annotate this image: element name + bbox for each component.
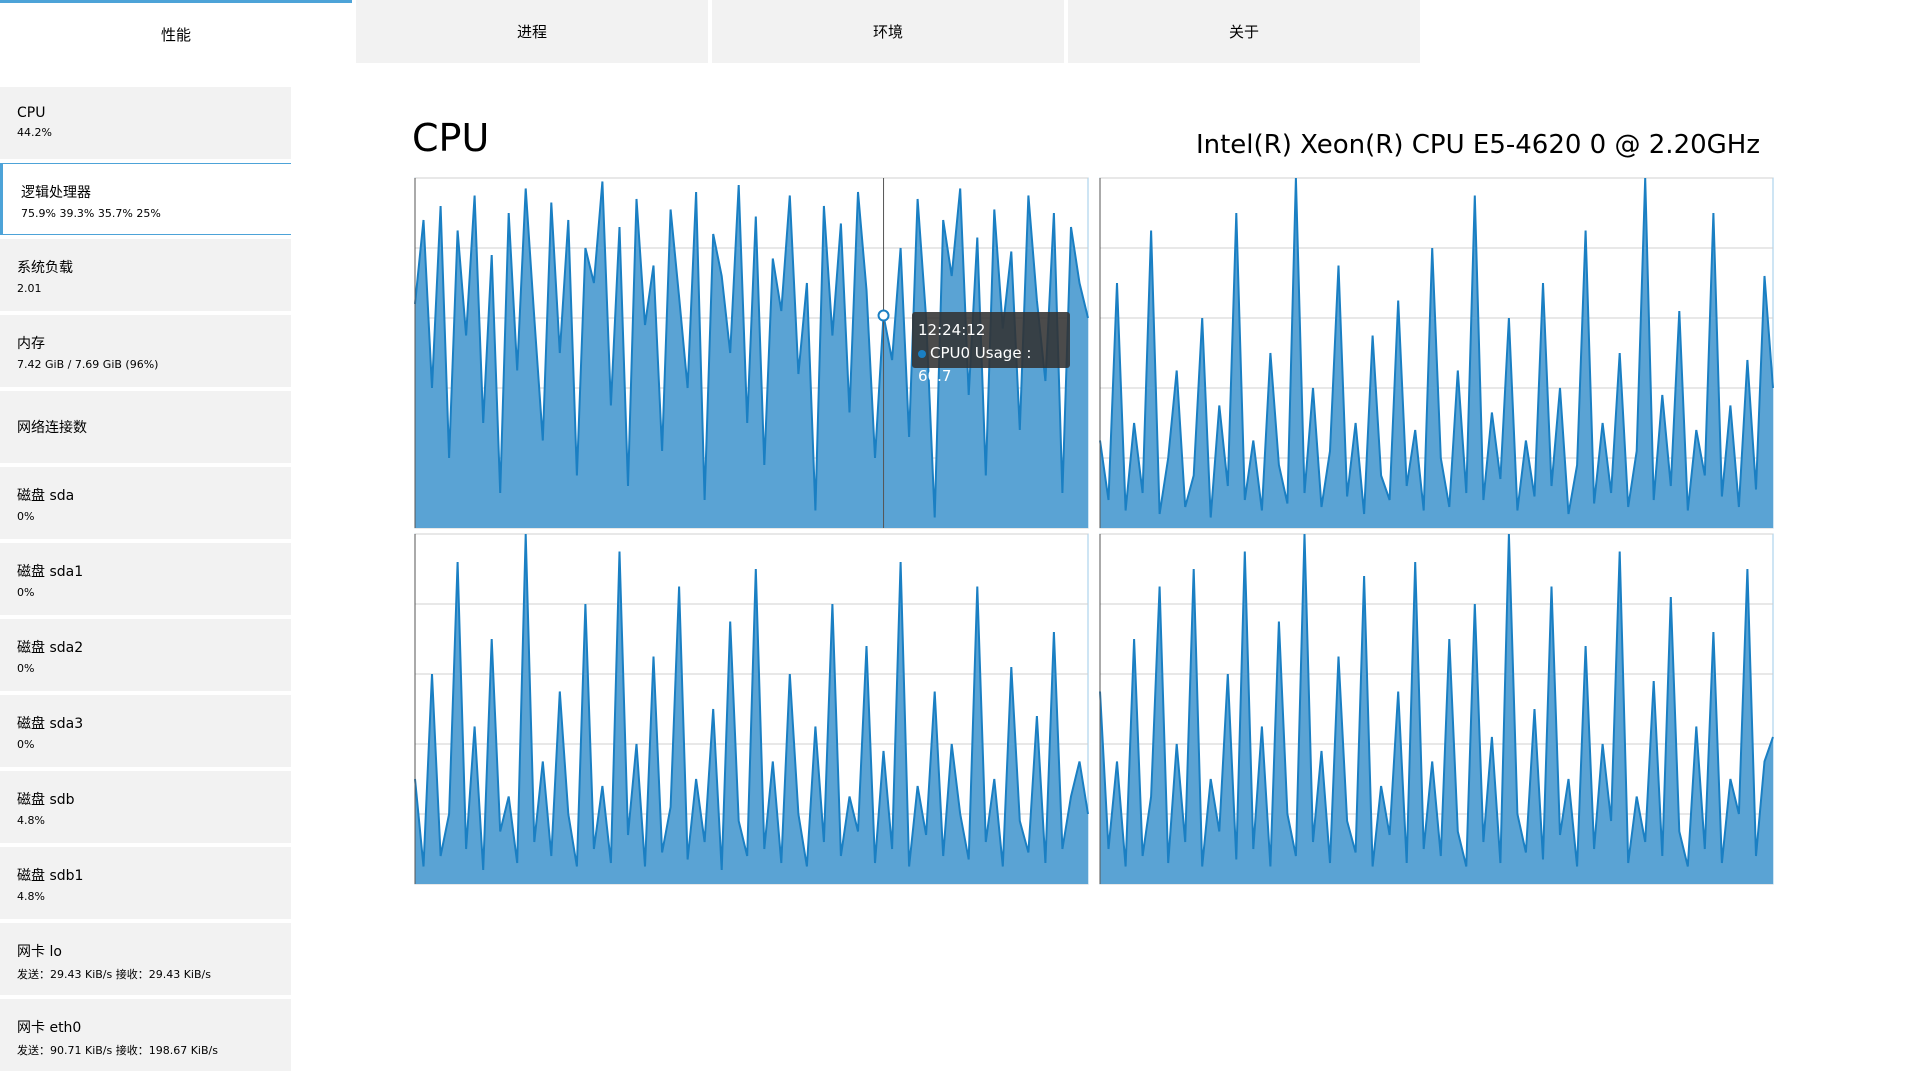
sidebar-item[interactable]: 网卡 lo 发送：29.43 KiB/s 接收：29.43 KiB/s (0, 923, 291, 995)
item-name: 磁盘 sda2 (17, 640, 84, 656)
item-detail: 0% (17, 662, 35, 675)
tooltip-dot (918, 350, 926, 358)
sidebar-item[interactable]: 磁盘 sdb 4.8% (0, 771, 291, 843)
item-name: 逻辑处理器 (21, 185, 91, 201)
cpu-model: Intel(R) Xeon(R) CPU E5-4620 0 @ 2.20GHz (1195, 130, 1760, 160)
tab[interactable]: 性能 (0, 0, 352, 66)
tooltip-time: 12:24:12 (918, 321, 986, 339)
item-detail: 75.9% 39.3% 35.7% 25% (21, 207, 161, 220)
sidebar: CPU 44.2% 逻辑处理器 75.9% 39.3% 35.7% 25% 系统负载 2.… (0, 87, 291, 1075)
item-name: 系统负载 (17, 260, 73, 276)
item-detail: 发送：29.43 KiB/s 接收：29.43 KiB/s (17, 968, 211, 981)
sidebar-item[interactable]: 磁盘 sda2 0% (0, 619, 291, 691)
sidebar-item[interactable]: 逻辑处理器 75.9% 39.3% 35.7% 25% (0, 163, 291, 235)
item-name: 内存 (17, 336, 45, 352)
item-name: 磁盘 sdb1 (17, 868, 84, 884)
tooltip: 12:24:12 CPU0 Usage : 60.7 (912, 312, 1070, 385)
item-detail: 4.8% (17, 814, 45, 827)
area-line (1099, 533, 1774, 867)
item-name: 网络连接数 (17, 420, 87, 436)
item-detail: 44.2% (17, 126, 52, 139)
item-name: 磁盘 sda3 (17, 716, 84, 732)
item-name: 磁盘 sda (17, 488, 75, 504)
tooltip-row: CPU0 Usage : 60.7 (918, 342, 1064, 388)
sidebar-item[interactable]: 网络连接数 (0, 391, 291, 463)
sidebar-item[interactable]: 系统负载 2.01 (0, 239, 291, 311)
item-detail: 0% (17, 586, 35, 599)
page: 性能 进程 环境 关于 CPU 44.2% 逻辑处理器 75.9% 39.3% 35.7% … (0, 0, 1774, 1071)
item-name: 网卡 lo (17, 944, 62, 960)
item-name: 网卡 eth0 (17, 1020, 82, 1036)
item-name: 磁盘 sda1 (17, 564, 84, 580)
sidebar-item[interactable]: 内存 7.42 GiB / 7.69 GiB (96%) (0, 315, 291, 387)
area-fill (1100, 534, 1773, 884)
item-name: CPU (17, 105, 46, 121)
area-fill (415, 534, 1088, 884)
sidebar-item[interactable]: 磁盘 sda3 0% (0, 695, 291, 767)
sidebar-item[interactable]: 磁盘 sda 0% (0, 467, 291, 539)
item-detail: 0% (17, 510, 35, 523)
tab[interactable]: 进程 (356, 0, 708, 63)
charts (414, 177, 1774, 885)
sidebar-item[interactable]: 磁盘 sdb1 4.8% (0, 847, 291, 919)
page-title: CPU (412, 116, 490, 160)
area-line (414, 533, 1089, 871)
item-detail: 7.42 GiB / 7.69 GiB (96%) (17, 358, 159, 371)
tooltip-text: CPU0 Usage : 60.7 (918, 344, 1032, 385)
hover-point (877, 309, 890, 322)
item-name: 磁盘 sdb (17, 792, 75, 808)
sidebar-item[interactable]: 磁盘 sda1 0% (0, 543, 291, 615)
item-detail: 0% (17, 738, 35, 751)
item-detail: 4.8% (17, 890, 45, 903)
sidebar-item[interactable]: CPU 44.2% (0, 87, 291, 159)
tab[interactable]: 环境 (712, 0, 1064, 63)
area-line (414, 181, 1089, 518)
area-fill (415, 181, 1088, 528)
item-detail: 2.01 (17, 282, 42, 295)
area-line (1099, 177, 1774, 518)
tab[interactable]: 关于 (1068, 0, 1420, 63)
